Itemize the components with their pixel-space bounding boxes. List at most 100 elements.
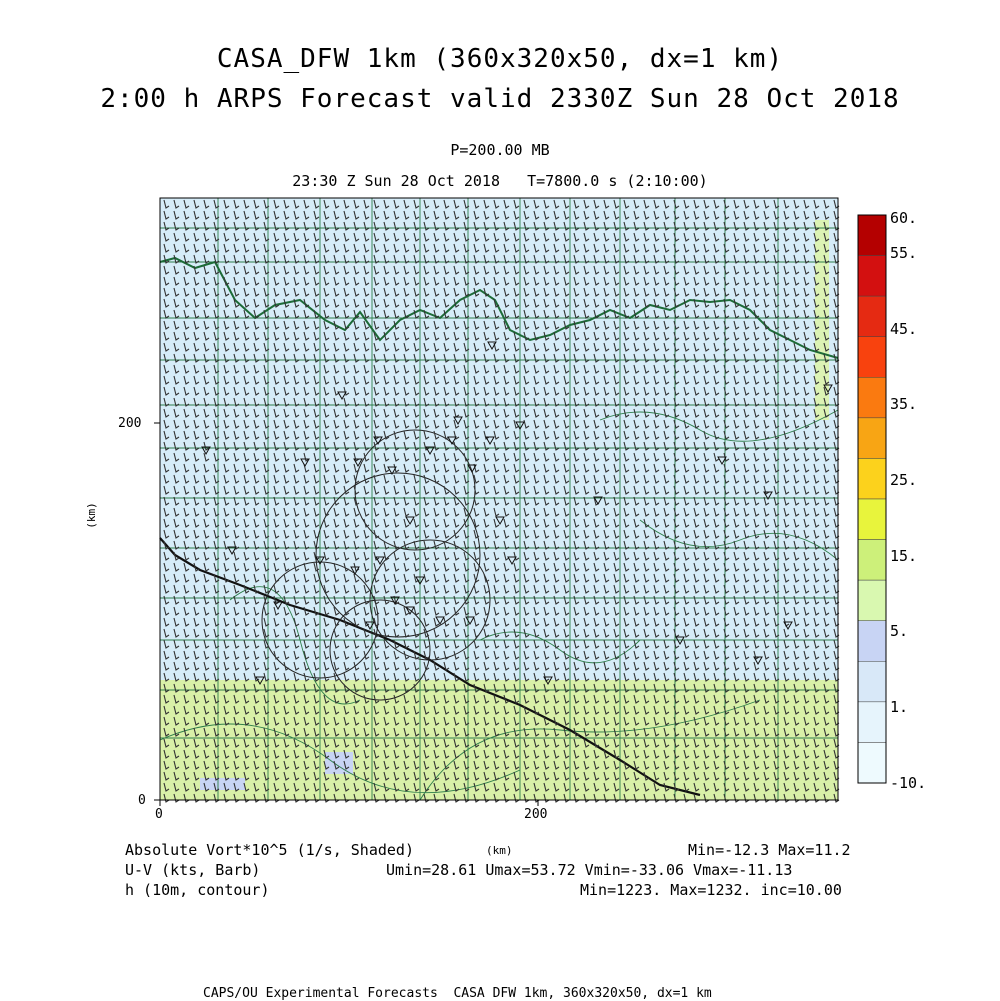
wind-barb [533, 771, 540, 781]
wind-barb [753, 595, 760, 605]
wind-barb [793, 298, 800, 308]
wind-barb [453, 265, 460, 275]
wind-barb [573, 694, 580, 704]
wind-barb [183, 617, 190, 627]
wind-barb [533, 430, 540, 440]
wind-barb [633, 584, 640, 594]
wind-barb [473, 617, 480, 627]
wind-barb [463, 507, 470, 517]
wind-barb [233, 265, 240, 275]
wind-barb [193, 529, 200, 539]
wind-barb [763, 342, 770, 352]
station-marker [467, 464, 477, 474]
wind-barb [203, 716, 210, 726]
wind-barb [763, 551, 770, 561]
wind-barb [353, 573, 360, 583]
wind-barb [703, 243, 710, 253]
wind-barb [793, 199, 800, 209]
wind-barb [743, 463, 750, 473]
wind-barb [723, 529, 730, 539]
wind-barb [813, 551, 820, 561]
wind-barb [733, 551, 740, 561]
wind-barb [433, 210, 440, 220]
wind-barb [473, 518, 480, 528]
wind-barb [403, 232, 410, 242]
wind-barb [593, 562, 600, 572]
wind-barb [613, 309, 620, 319]
wind-barb [743, 606, 750, 616]
wind-barb [393, 738, 400, 748]
wind-barb [293, 529, 300, 539]
wind-barb [403, 276, 410, 286]
wind-barb [763, 628, 770, 638]
wind-barb [543, 199, 550, 209]
wind-barb [323, 507, 330, 517]
wind-barb [343, 452, 350, 462]
wind-barb [373, 397, 380, 407]
wind-barb [353, 639, 360, 649]
wind-barb [213, 375, 220, 385]
wind-barb [343, 628, 350, 638]
wind-barb [623, 276, 630, 286]
wind-barb [363, 771, 370, 781]
wind-barb [163, 265, 170, 275]
wind-barb [523, 430, 530, 440]
wind-barb [543, 342, 550, 352]
wind-barb [403, 199, 410, 209]
wind-barb [233, 232, 240, 242]
wind-barb [683, 672, 690, 682]
wind-barb [333, 738, 340, 748]
wind-barb [243, 584, 250, 594]
wind-barb [623, 705, 630, 715]
wind-barb [793, 309, 800, 319]
wind-barb [783, 419, 790, 429]
wind-barb [763, 485, 770, 495]
wind-barb [563, 364, 570, 374]
wind-barb [233, 628, 240, 638]
radar-range-ring [329, 599, 431, 701]
wind-barb [193, 694, 200, 704]
wind-barb [413, 254, 420, 264]
wind-barb [423, 606, 430, 616]
wind-barb [573, 364, 580, 374]
wind-barb [373, 243, 380, 253]
wind-barb [593, 430, 600, 440]
wind-barb [453, 738, 460, 748]
wind-barb [433, 331, 440, 341]
wind-barb [673, 529, 680, 539]
wind-barb [593, 727, 600, 737]
state-border [159, 256, 839, 359]
wind-barb [503, 485, 510, 495]
wind-barb [233, 639, 240, 649]
wind-barb [633, 771, 640, 781]
wind-barb [353, 221, 360, 231]
wind-barb [673, 694, 680, 704]
wind-barb [783, 463, 790, 473]
wind-barb [173, 738, 180, 748]
wind-barb [313, 793, 320, 803]
wind-barb [713, 364, 720, 374]
wind-barb [623, 683, 630, 693]
wind-barb [793, 364, 800, 374]
wind-barb [803, 782, 810, 792]
wind-barb [213, 430, 220, 440]
wind-barb [353, 771, 360, 781]
wind-barb [323, 452, 330, 462]
wind-barb [303, 672, 310, 682]
wind-barb [273, 496, 280, 506]
station-marker [763, 491, 773, 501]
wind-barb [323, 265, 330, 275]
wind-barb [613, 408, 620, 418]
wind-barb [583, 254, 590, 264]
wind-barb [393, 364, 400, 374]
wind-barb [493, 562, 500, 572]
wind-barb [313, 243, 320, 253]
wind-barb [793, 265, 800, 275]
wind-barb [823, 397, 830, 407]
wind-barb [423, 672, 430, 682]
station-marker [543, 676, 553, 686]
wind-barb [223, 232, 230, 242]
wind-barb [713, 265, 720, 275]
wind-barb [653, 738, 660, 748]
wind-barb [373, 551, 380, 561]
